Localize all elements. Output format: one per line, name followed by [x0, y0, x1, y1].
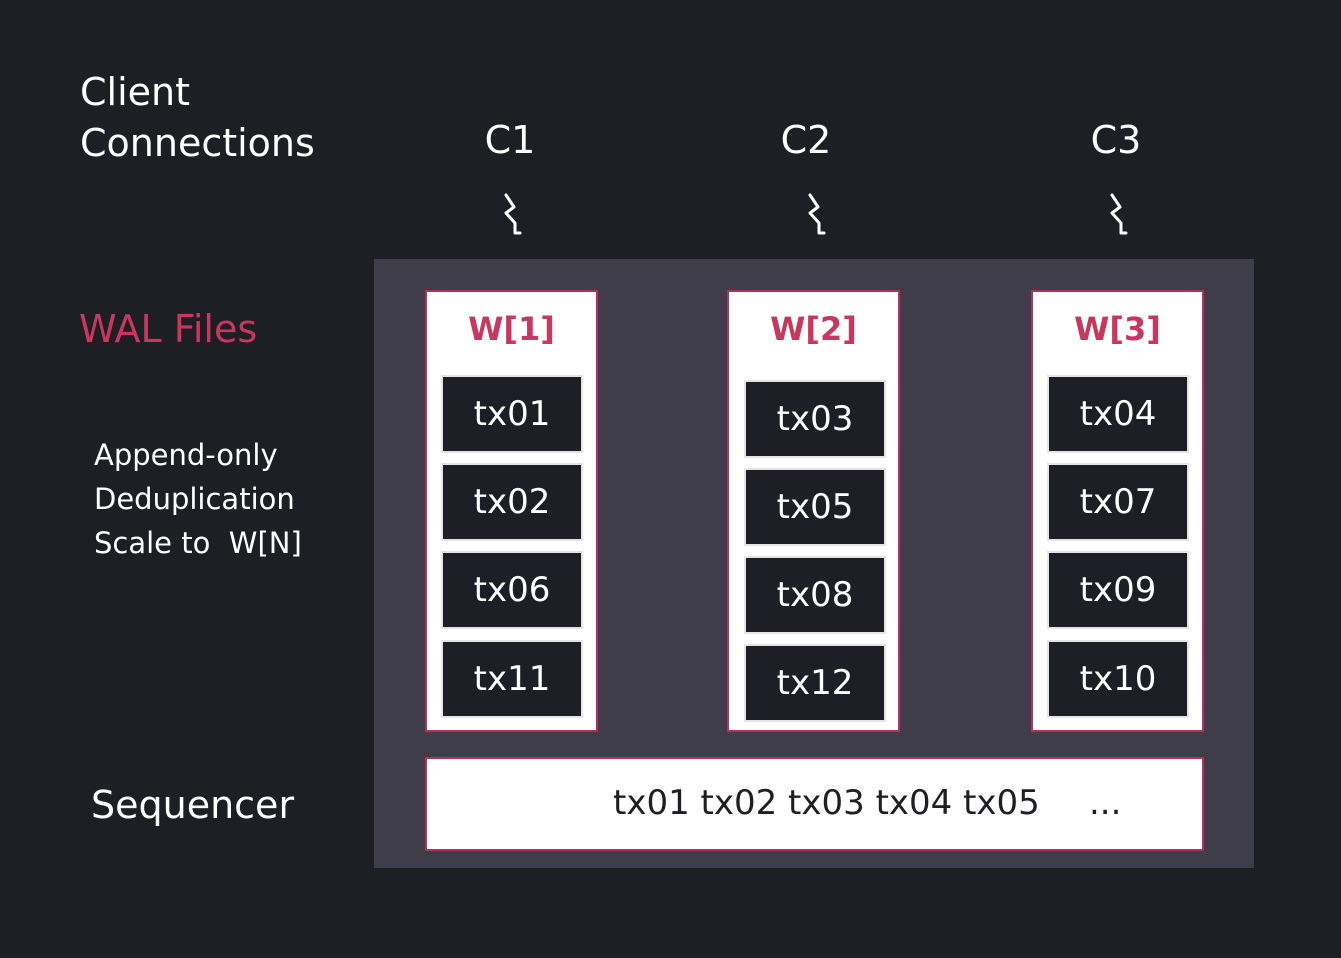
features-list: Append-only Deduplication Scale to W[N]	[94, 433, 302, 565]
tx-box: tx09	[1047, 551, 1189, 629]
tx-box: tx05	[744, 468, 886, 546]
wal-file-w3: W[3] tx04 tx07 tx09 tx10	[1031, 290, 1204, 732]
wal-files-label: WAL Files	[79, 307, 258, 351]
tx-box: tx12	[744, 644, 886, 722]
tx-box: tx08	[744, 556, 886, 634]
lightning-bolt-icon	[504, 193, 522, 235]
lightning-bolt-icon	[808, 193, 826, 235]
wal-title: W[3]	[1074, 310, 1161, 348]
feature-append-only: Append-only	[94, 438, 278, 472]
tx-box: tx11	[441, 640, 583, 718]
tx-box: tx01	[441, 375, 583, 453]
client-connections-label: Client Connections	[80, 67, 315, 169]
tx-box: tx07	[1047, 463, 1189, 541]
tx-box: tx03	[744, 380, 886, 458]
tx-box: tx06	[441, 551, 583, 629]
feature-deduplication: Deduplication	[94, 482, 295, 516]
connection-c3: C3	[1090, 118, 1142, 162]
feature-scale: Scale to W[N]	[94, 526, 302, 560]
lightning-bolt-icon	[1110, 193, 1128, 235]
wal-title: W[2]	[770, 310, 857, 348]
tx-box: tx10	[1047, 640, 1189, 718]
tx-box: tx02	[441, 463, 583, 541]
sequencer-label: Sequencer	[91, 783, 295, 827]
wal-file-w2: W[2] tx03 tx05 tx08 tx12	[727, 290, 900, 732]
connection-c2: C2	[780, 118, 832, 162]
sequencer-box: tx01 tx02 tx03 tx04 tx05 ...	[425, 757, 1204, 851]
sequence-ellipsis: ...	[1089, 783, 1122, 823]
client-label-line1: Client	[80, 70, 191, 114]
wal-title: W[1]	[468, 310, 555, 348]
tx-box: tx04	[1047, 375, 1189, 453]
wal-file-w1: W[1] tx01 tx02 tx06 tx11	[425, 290, 598, 732]
sequence-text: tx01 tx02 tx03 tx04 tx05	[613, 783, 1040, 823]
client-label-line2: Connections	[80, 121, 315, 165]
connection-c1: C1	[484, 118, 536, 162]
